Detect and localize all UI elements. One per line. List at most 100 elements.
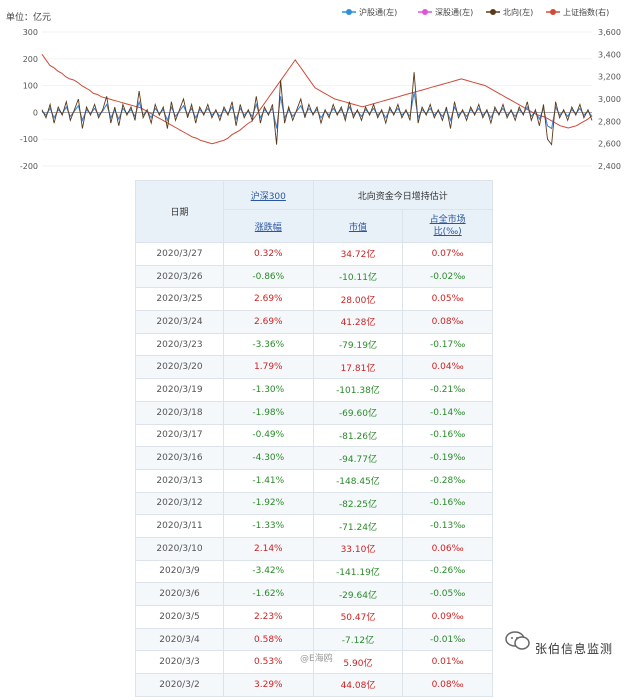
table-cell-date: 2020/3/24 <box>135 310 224 334</box>
y-right-tick-label: 3,400 <box>598 50 621 59</box>
y-right-tick-label: 2,400 <box>598 162 621 171</box>
legend-label: 沪股通(左) <box>359 7 397 17</box>
table-cell-market-value: -148.45亿 <box>312 468 404 493</box>
table-cell-ratio: -0.26‰ <box>402 559 493 584</box>
table-row: 2020/3/3 0.53% 5.90亿 0.01‰ <box>135 650 493 675</box>
y-right-tick-label: 2,600 <box>598 140 621 149</box>
y-right-tick-label: 3,200 <box>598 73 621 82</box>
table-cell-date: 2020/3/23 <box>135 332 224 357</box>
table-cell-change: 0.58% <box>223 627 314 652</box>
table-cell-ratio: 0.04‰ <box>402 355 493 380</box>
table-cell-date: 2020/3/6 <box>135 582 224 606</box>
legend-marker <box>550 9 556 15</box>
table-cell-ratio: 0.08‰ <box>402 310 493 334</box>
header-hs300-change[interactable]: 涨跌幅 <box>223 209 314 243</box>
table-cell-market-value: 44.08亿 <box>312 673 404 697</box>
table-cell-date: 2020/3/4 <box>135 627 224 652</box>
table-cell-ratio: 0.06‰ <box>402 536 493 561</box>
table-cell-date: 2020/3/18 <box>135 400 224 425</box>
table-cell-date: 2020/3/11 <box>135 514 224 538</box>
y-left-tick-label: 100 <box>23 82 38 91</box>
table-cell-ratio: 0.05‰ <box>402 287 493 312</box>
table-cell-market-value: 28.00亿 <box>312 287 404 312</box>
header-hs300[interactable]: 沪深300 <box>223 180 314 210</box>
table-cell-market-value: 33.10亿 <box>312 536 404 561</box>
table-cell-ratio: -0.02‰ <box>402 264 493 289</box>
table-cell-change: 0.53% <box>223 650 314 675</box>
table-cell-change: 2.14% <box>223 536 314 561</box>
table-body: 2020/3/27 0.32% 34.72亿 0.07‰ 2020/3/26 -0.86%… <box>135 242 493 697</box>
table-row: 2020/3/5 2.23% 50.47亿 0.09‰ <box>135 605 493 629</box>
table-cell-market-value: -101.38亿 <box>312 378 404 402</box>
table-cell-market-value: -79.19亿 <box>312 332 404 357</box>
table-cell-change: -3.42% <box>223 559 314 584</box>
table-cell-date: 2020/3/3 <box>135 650 224 675</box>
table-cell-market-value: -81.26亿 <box>312 423 404 448</box>
table-cell-market-value: -29.64亿 <box>312 582 404 606</box>
table-cell-date: 2020/3/17 <box>135 423 224 448</box>
legend-label: 深股通(左) <box>435 7 473 17</box>
table-cell-ratio: 0.01‰ <box>402 650 493 675</box>
table-cell-market-value: -71.24亿 <box>312 514 404 538</box>
table-cell-market-value: -7.12亿 <box>312 627 404 652</box>
table-row: 2020/3/12 -1.92% -82.25亿 -0.16‰ <box>135 491 493 516</box>
table-cell-date: 2020/3/20 <box>135 355 224 380</box>
table-cell-change: -3.36% <box>223 332 314 357</box>
table-row: 2020/3/17 -0.49% -81.26亿 -0.16‰ <box>135 423 493 448</box>
table-cell-ratio: -0.14‰ <box>402 400 493 425</box>
table-row: 2020/3/27 0.32% 34.72亿 0.07‰ <box>135 242 493 266</box>
y-left-tick-label: 200 <box>23 55 38 64</box>
table-cell-change: 3.29% <box>223 673 314 697</box>
table-cell-date: 2020/3/19 <box>135 378 224 402</box>
table-cell-date: 2020/3/5 <box>135 605 224 629</box>
table-cell-change: -1.62% <box>223 582 314 606</box>
legend-label: 上证指数(右) <box>563 7 609 17</box>
table-cell-market-value: -82.25亿 <box>312 491 404 516</box>
table-cell-ratio: -0.17‰ <box>402 332 493 357</box>
table-cell-ratio: 0.08‰ <box>402 673 493 697</box>
header-ratio-line1: 占全市场 <box>429 215 466 225</box>
header-north-group: 北向资金今日增持估计 <box>312 180 494 210</box>
table-row: 2020/3/26 -0.86% -10.11亿 -0.02‰ <box>135 264 493 289</box>
legend-label: 北向(左) <box>503 7 533 17</box>
northbound-chart: 单位：亿元 300 200 100 0 -100 -200 3,600 3,400 3,200 3,… <box>0 0 640 175</box>
table-cell-date: 2020/3/25 <box>135 287 224 312</box>
table-row: 2020/3/13 -1.41% -148.45亿 -0.28‰ <box>135 468 493 493</box>
header-market-value[interactable]: 市值 <box>312 209 404 243</box>
legend-marker <box>346 9 352 15</box>
table-cell-date: 2020/3/13 <box>135 468 224 493</box>
y-right-tick-label: 3,000 <box>598 95 621 104</box>
table-cell-market-value: -141.19亿 <box>312 559 404 584</box>
table-row: 2020/3/6 -1.62% -29.64亿 -0.05‰ <box>135 582 493 606</box>
table-row: 2020/3/24 2.69% 41.28亿 0.08‰ <box>135 310 493 334</box>
table-row: 2020/3/23 -3.36% -79.19亿 -0.17‰ <box>135 332 493 357</box>
series-line <box>41 72 593 146</box>
y-left-tick-label: -100 <box>20 135 38 144</box>
y-left-tick-label: 300 <box>23 28 38 37</box>
table-cell-change: 0.32% <box>223 242 314 266</box>
legend-marker <box>490 9 496 15</box>
table-cell-market-value: 50.47亿 <box>312 605 404 629</box>
table-cell-date: 2020/3/10 <box>135 536 224 561</box>
table-cell-change: 2.69% <box>223 310 314 334</box>
header-ratio[interactable]: 占全市场 比(‰) <box>402 209 493 243</box>
table-cell-date: 2020/3/9 <box>135 559 224 584</box>
table-cell-change: -1.41% <box>223 468 314 493</box>
table-cell-market-value: 5.90亿 <box>312 650 404 675</box>
table-cell-ratio: -0.16‰ <box>402 491 493 516</box>
table-cell-ratio: 0.07‰ <box>402 242 493 266</box>
table-cell-change: 1.79% <box>223 355 314 380</box>
watermark-text: 张伯信息监测 <box>535 642 614 656</box>
data-table: 日期 沪深300 北向资金今日增持估计 涨跌幅 市值 占全市场 比(‰) 202… <box>135 180 494 697</box>
header-ratio-line2: 比(‰) <box>433 227 462 237</box>
table-cell-date: 2020/3/27 <box>135 242 224 266</box>
series-line <box>41 92 593 130</box>
table-cell-market-value: -94.77亿 <box>312 446 404 470</box>
northbound-table: 日期 沪深300 北向资金今日增持估计 涨跌幅 市值 占全市场 比(‰) 202… <box>135 180 494 697</box>
table-cell-change: 2.23% <box>223 605 314 629</box>
table-cell-ratio: -0.28‰ <box>402 468 493 493</box>
table-cell-ratio: -0.19‰ <box>402 446 493 470</box>
table-cell-date: 2020/3/16 <box>135 446 224 470</box>
y-right-tick-label: 2,800 <box>598 117 621 126</box>
table-row: 2020/3/11 -1.33% -71.24亿 -0.13‰ <box>135 514 493 538</box>
